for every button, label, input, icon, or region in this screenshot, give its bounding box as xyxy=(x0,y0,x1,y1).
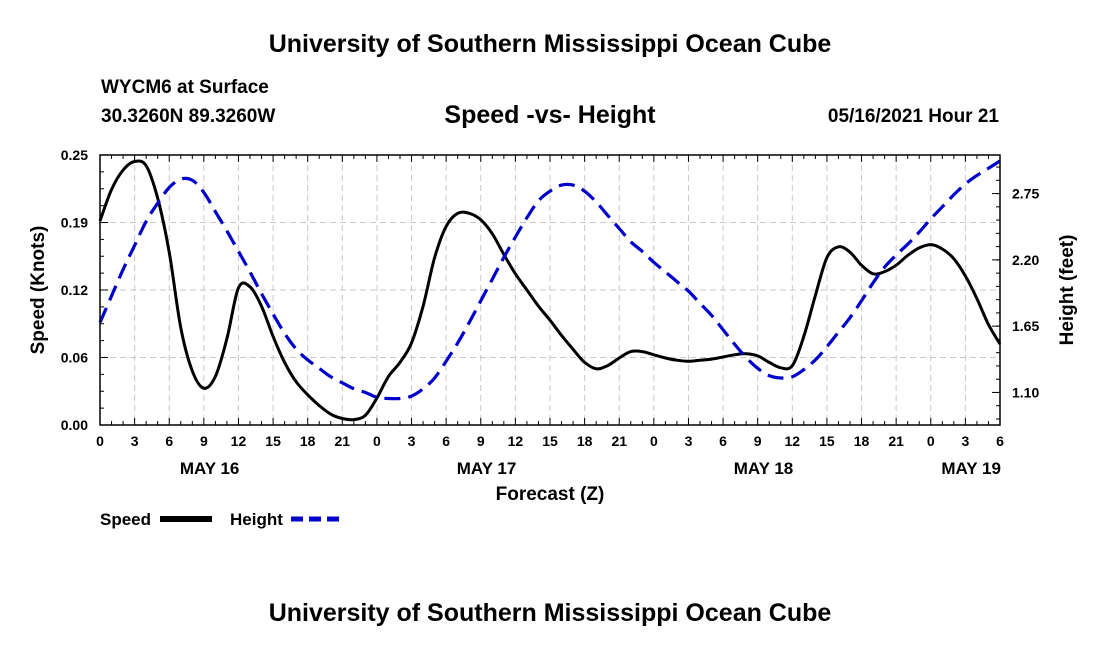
legend-speed-label: Speed xyxy=(100,510,151,529)
series-speed-line xyxy=(98,159,1002,422)
x-tick-label: 3 xyxy=(685,433,693,449)
right-tick-label: 2.75 xyxy=(1012,186,1039,202)
x-tick-label: 18 xyxy=(854,433,870,449)
x-tick-label: 9 xyxy=(754,433,762,449)
legend: Speed Height xyxy=(100,510,343,529)
left-axis-label: Speed (Knots) xyxy=(28,226,49,355)
x-tick-label: 0 xyxy=(927,433,935,449)
x-tick-label: 15 xyxy=(542,433,558,449)
date-label: MAY 19 xyxy=(941,459,1001,478)
date-label: MAY 16 xyxy=(180,459,240,478)
x-tick-label: 18 xyxy=(577,433,593,449)
right-tick-label: 1.10 xyxy=(1012,384,1039,400)
x-tick-label: 18 xyxy=(300,433,316,449)
x-tick-label: 0 xyxy=(650,433,658,449)
x-tick-label: 21 xyxy=(888,433,904,449)
x-tick-label: 9 xyxy=(477,433,485,449)
left-tick-label: 0.19 xyxy=(61,215,88,231)
legend-height-label: Height xyxy=(230,510,283,529)
x-axis-ticks: 0 3 6 9 12 15 18 21 0 3 6 9 12 15 18 21 0 3 6 9 12 15 18 21 0 3 6 xyxy=(96,155,1004,449)
station-label: WYCM6 at Surface xyxy=(101,77,269,98)
x-tick-label: 3 xyxy=(131,433,139,449)
x-tick-label: 21 xyxy=(335,433,351,449)
series-layer xyxy=(98,159,1002,422)
x-tick-label: 15 xyxy=(265,433,281,449)
x-tick-label: 12 xyxy=(231,433,247,449)
x-tick-label: 9 xyxy=(200,433,208,449)
series-height-line xyxy=(98,159,1001,401)
x-tick-label: 12 xyxy=(508,433,524,449)
left-tick-label: 0.12 xyxy=(61,282,88,298)
right-axis-label: Height (feet) xyxy=(1057,235,1078,346)
x-tick-label: 6 xyxy=(719,433,727,449)
left-tick-label: 0.06 xyxy=(61,350,88,366)
date-label: MAY 18 xyxy=(734,459,794,478)
left-tick-label: 0.00 xyxy=(61,417,88,433)
x-tick-label: 12 xyxy=(785,433,801,449)
chart-title-bottom: University of Southern Mississippi Ocean… xyxy=(268,599,832,627)
x-tick-label: 3 xyxy=(408,433,416,449)
x-tick-label: 0 xyxy=(96,433,104,449)
x-tick-label: 6 xyxy=(996,433,1004,449)
date-labels: MAY 16 MAY 17 MAY 18 MAY 19 xyxy=(180,459,1001,478)
chart-subtitle: Speed -vs- Height xyxy=(444,101,656,129)
grid-lines xyxy=(100,155,1000,425)
right-axis-ticks: 1.10 1.65 2.20 2.75 xyxy=(992,186,1039,400)
x-tick-label: 3 xyxy=(961,433,969,449)
x-tick-label: 0 xyxy=(373,433,381,449)
left-tick-label: 0.25 xyxy=(61,147,88,163)
right-tick-label: 1.65 xyxy=(1012,318,1039,334)
date-label: MAY 17 xyxy=(457,459,517,478)
x-tick-label: 6 xyxy=(442,433,450,449)
left-axis-ticks: 0.00 0.06 0.12 0.19 0.25 xyxy=(61,147,108,433)
x-tick-label: 6 xyxy=(165,433,173,449)
x-axis-label: Forecast (Z) xyxy=(496,484,605,505)
station-coordinates: 30.3260N 89.3260W xyxy=(101,106,276,127)
forecast-datetime: 05/16/2021 Hour 21 xyxy=(827,106,999,127)
right-tick-label: 2.20 xyxy=(1012,252,1039,268)
x-tick-label: 15 xyxy=(819,433,835,449)
x-tick-label: 21 xyxy=(611,433,627,449)
chart-title-top: University of Southern Mississippi Ocean… xyxy=(268,30,832,58)
